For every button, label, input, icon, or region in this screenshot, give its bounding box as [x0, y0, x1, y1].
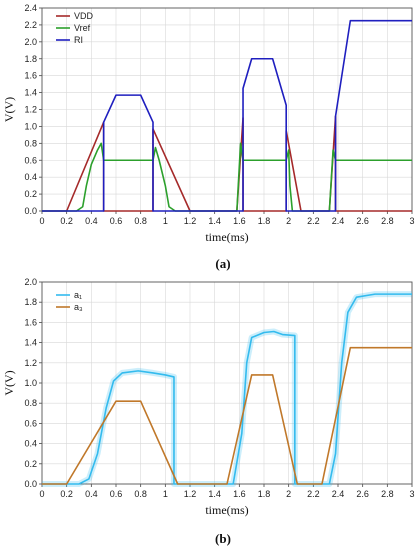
x-tick-label: 1.4	[208, 216, 221, 226]
y-tick-label: 2.0	[24, 277, 37, 287]
x-tick-label: 2	[286, 216, 291, 226]
x-tick-label: 2	[286, 489, 291, 499]
y-tick-label: 0.0	[24, 479, 37, 489]
y-tick-label: 1.4	[24, 338, 37, 348]
x-tick-label: 1	[163, 489, 168, 499]
y-tick-label: 1.4	[24, 88, 37, 98]
chart-panel-2: 0 0.2 0.4 0.6 0.8 1 1.2 1.4 1.6 1.8 2 2.2 2.4 2.6 2.8 3…	[2, 277, 415, 546]
y-tick-label: 0.2	[24, 189, 37, 199]
legend: a₁ a₃	[56, 290, 83, 312]
x-tick-label: 2.2	[307, 216, 320, 226]
x-axis-label: time(ms)	[205, 503, 248, 517]
x-tick-label: 0.4	[85, 216, 98, 226]
y-tick-label: 1.0	[24, 378, 37, 388]
y-tick-label: 0.8	[24, 398, 37, 408]
series-line-3	[42, 19, 412, 212]
x-tick-label: 1.6	[233, 216, 246, 226]
series-line-2	[42, 346, 412, 485]
x-tick-label: 0.8	[134, 489, 147, 499]
y-tick-label: 0.4	[24, 172, 37, 182]
x-tick-label: 2.8	[381, 489, 394, 499]
x-tick-label: 0	[39, 216, 44, 226]
x-tick-label: 1.2	[184, 489, 197, 499]
y-tick-label: 1.8	[24, 54, 37, 64]
y-tick-label: 0.0	[24, 206, 37, 216]
panel-caption: (a)	[215, 256, 230, 271]
y-tick-label: 0.2	[24, 459, 37, 469]
x-tick-label: 3	[409, 216, 414, 226]
x-tick-label: 3	[409, 489, 414, 499]
x-tick-label: 0	[39, 489, 44, 499]
legend-label: VDD	[74, 11, 94, 21]
x-tick-label: 0.6	[110, 216, 123, 226]
y-tick-label: 1.8	[24, 297, 37, 307]
x-tick-label: 1.8	[258, 489, 271, 499]
panel-caption: (b)	[215, 531, 231, 546]
x-tick-label: 2.2	[307, 489, 320, 499]
y-tick-label: 0.6	[24, 155, 37, 165]
x-tick-label: 2.6	[356, 216, 369, 226]
x-tick-label: 1.8	[258, 216, 271, 226]
y-axis-label: V(V)	[2, 370, 16, 395]
legend-label: RI	[74, 35, 83, 45]
y-tick-label: 1.6	[24, 71, 37, 81]
x-axis-label: time(ms)	[205, 230, 248, 244]
y-tick-label: 0.4	[24, 439, 37, 449]
x-tick-label: 0.2	[60, 489, 73, 499]
legend: VDD Vref RI	[56, 11, 94, 45]
chart-panel-1: 0 0.2 0.4 0.6 0.8 1 1.2 1.4 1.6 1.8 2 2.2 2.4 2.6 2.8 3…	[2, 3, 415, 271]
y-tick-label: 1.6	[24, 317, 37, 327]
y-tick-label: 2.4	[24, 3, 37, 13]
x-tick-label: 1.4	[208, 489, 221, 499]
x-tick-label: 0.4	[85, 489, 98, 499]
y-tick-label: 2.0	[24, 37, 37, 47]
y-tick-label: 1.0	[24, 121, 37, 131]
y-tick-label: 2.2	[24, 20, 37, 30]
y-axis-label: V(V)	[2, 97, 16, 122]
y-tick-label: 1.2	[24, 358, 37, 368]
series-line-1	[42, 293, 412, 485]
x-tick-label: 2.6	[356, 489, 369, 499]
x-tick-label: 0.8	[134, 216, 147, 226]
legend-label: a₃	[74, 302, 83, 312]
x-tick-label: 0.2	[60, 216, 73, 226]
x-tick-label: 1	[163, 216, 168, 226]
y-tick-label: 0.6	[24, 418, 37, 428]
y-tick-label: 0.8	[24, 138, 37, 148]
x-tick-label: 1.6	[233, 489, 246, 499]
y-tick-label: 1.2	[24, 105, 37, 115]
x-tick-label: 2.8	[381, 216, 394, 226]
legend-label: Vref	[74, 23, 91, 33]
x-tick-label: 1.2	[184, 216, 197, 226]
x-tick-label: 2.4	[332, 489, 345, 499]
x-tick-label: 0.6	[110, 489, 123, 499]
legend-label: a₁	[74, 290, 82, 300]
x-tick-label: 2.4	[332, 216, 345, 226]
